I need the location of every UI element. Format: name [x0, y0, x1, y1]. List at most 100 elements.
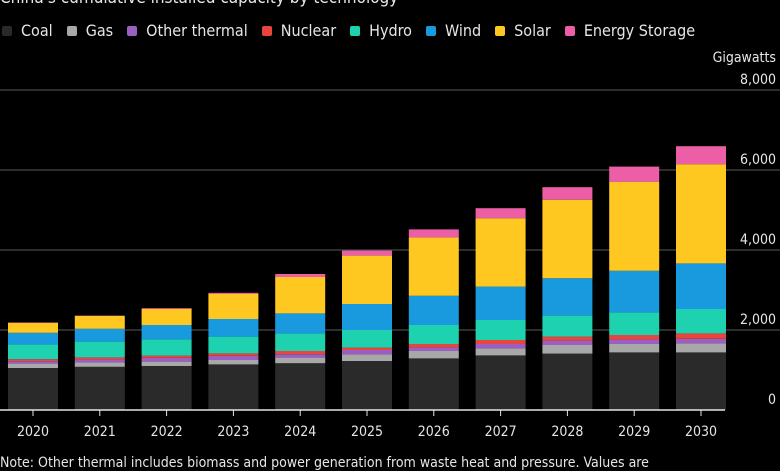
bar-segment-nuclear	[142, 356, 192, 358]
y-tick-label: 8,000	[740, 72, 776, 88]
bar-segment-other-thermal	[476, 344, 526, 348]
bar-segment-solar	[275, 277, 325, 313]
bar-segment-wind	[676, 263, 726, 309]
bar-segment-nuclear	[75, 357, 125, 359]
bar-segment-solar	[208, 294, 258, 319]
bar-segment-nuclear	[8, 359, 58, 361]
bar-segment-energy-storage	[409, 229, 459, 237]
footnote: Note: Other thermal includes biomass and…	[0, 455, 649, 471]
bar-segment-hydro	[676, 309, 726, 333]
bar-segment-wind	[8, 333, 58, 345]
bar-segment-nuclear	[676, 333, 726, 338]
bar-segment-hydro	[342, 330, 392, 348]
bar-segment-other-thermal	[142, 358, 192, 362]
bar-segment-hydro	[609, 312, 659, 335]
bar-segment-gas	[275, 358, 325, 364]
bar-segment-coal	[409, 358, 459, 410]
bar-segment-hydro	[208, 337, 258, 354]
bar-segment-gas	[142, 362, 192, 366]
bar-segment-energy-storage	[609, 167, 659, 182]
bar-segment-energy-storage	[342, 251, 392, 256]
bar-segment-wind	[75, 329, 125, 342]
bar-segment-gas	[676, 343, 726, 352]
bar-segment-coal	[676, 352, 726, 410]
x-tick-label: 2020	[17, 424, 49, 440]
bar-segment-solar	[676, 164, 726, 263]
bar-segment-other-thermal	[208, 356, 258, 360]
bar-segment-wind	[542, 278, 592, 315]
x-tick-label: 2027	[485, 424, 517, 440]
bar-segment-energy-storage	[676, 146, 726, 164]
bar-segment-energy-storage	[275, 274, 325, 277]
bar-segment-solar	[476, 218, 526, 286]
bar-segment-coal	[75, 367, 125, 410]
bar-segment-wind	[342, 304, 392, 330]
bar-segment-other-thermal	[342, 350, 392, 354]
bar-segment-energy-storage	[142, 308, 192, 309]
x-tick-label: 2029	[618, 424, 650, 440]
x-tick-label: 2024	[284, 424, 316, 440]
bar-segment-coal	[142, 366, 192, 410]
x-tick-label: 2022	[151, 424, 183, 440]
bar-segment-gas	[342, 354, 392, 361]
bar-segment-hydro	[476, 320, 526, 340]
y-tick-label: 2,000	[740, 312, 776, 328]
bar-segment-solar	[8, 323, 58, 333]
bar-segment-gas	[476, 348, 526, 355]
bar-segment-other-thermal	[275, 354, 325, 357]
bar-segment-wind	[275, 313, 325, 333]
bar-segment-nuclear	[342, 348, 392, 350]
bar-segment-other-thermal	[676, 339, 726, 344]
bar-segment-hydro	[275, 333, 325, 351]
x-tick-label: 2025	[351, 424, 383, 440]
bar-segment-hydro	[142, 339, 192, 355]
bar-segment-energy-storage	[476, 208, 526, 218]
x-tick-label: 2026	[418, 424, 450, 440]
bar-segment-coal	[542, 354, 592, 410]
bar-segment-nuclear	[409, 344, 459, 347]
bar-segment-coal	[275, 363, 325, 410]
y-tick-label: 4,000	[740, 232, 776, 248]
bar-segment-other-thermal	[75, 359, 125, 362]
bar-segment-other-thermal	[409, 347, 459, 351]
bar-segment-solar	[75, 316, 125, 329]
bar-segment-energy-storage	[542, 187, 592, 200]
bar-segment-coal	[208, 364, 258, 410]
x-tick-label: 2030	[685, 424, 717, 440]
bar-segment-hydro	[409, 325, 459, 344]
bar-segment-gas	[542, 345, 592, 354]
bar-segment-wind	[409, 296, 459, 325]
bar-segment-gas	[208, 360, 258, 364]
bar-segment-solar	[409, 237, 459, 295]
bar-segment-nuclear	[476, 340, 526, 344]
x-tick-label: 2023	[217, 424, 249, 440]
bar-segment-other-thermal	[542, 341, 592, 345]
bar-segment-gas	[609, 344, 659, 352]
bar-segment-coal	[342, 361, 392, 410]
bar-segment-solar	[542, 200, 592, 278]
bar-segment-solar	[142, 309, 192, 325]
bar-segment-hydro	[75, 342, 125, 358]
bar-segment-solar	[342, 256, 392, 304]
bar-segment-nuclear	[275, 351, 325, 354]
bar-segment-nuclear	[542, 337, 592, 341]
bar-segment-solar	[609, 182, 659, 271]
bar-segment-other-thermal	[8, 361, 58, 363]
bar-segment-coal	[476, 355, 526, 410]
bar-segment-gas	[8, 364, 58, 368]
x-tick-label: 2021	[84, 424, 116, 440]
bar-segment-energy-storage	[208, 293, 258, 294]
bar-segment-wind	[609, 271, 659, 313]
y-tick-label: 0	[768, 392, 776, 408]
y-tick-label: 6,000	[740, 152, 776, 168]
bar-segment-hydro	[542, 316, 592, 337]
bar-segment-nuclear	[208, 353, 258, 355]
bar-segment-gas	[409, 351, 459, 358]
x-tick-label: 2028	[551, 424, 583, 440]
bar-segment-nuclear	[609, 335, 659, 339]
bar-segment-gas	[75, 362, 125, 366]
bar-segment-wind	[208, 319, 258, 337]
bar-segment-other-thermal	[609, 339, 659, 344]
bar-segment-coal	[8, 368, 58, 410]
